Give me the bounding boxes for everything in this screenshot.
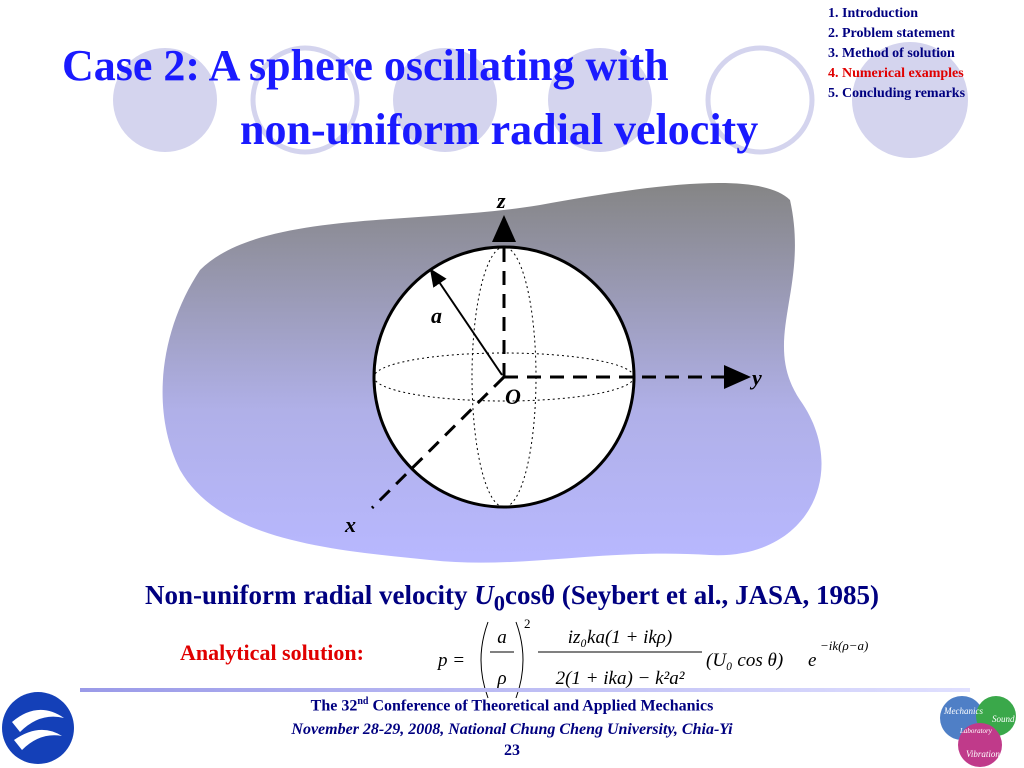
title: non-uniform radial velocity — [240, 105, 759, 154]
solution-label: Analytical solution: — [180, 640, 364, 665]
footer-text: Conference of Theoretical and Applied Me… — [368, 697, 714, 715]
footer-text: nd — [357, 696, 369, 707]
title: Case 2: A sphere oscillating with — [62, 41, 669, 90]
sphere — [370, 215, 751, 510]
left-logo — [2, 692, 74, 764]
logo-text: Mechanics — [943, 706, 983, 716]
formula-lhs: p = — [436, 650, 465, 671]
formula-part: 2(1 + ika) − k²a² — [556, 668, 685, 689]
nav-item: 5. Concluding remarks — [828, 86, 966, 101]
radius-label: a — [431, 303, 442, 328]
outline-nav: 1. Introduction 2. Problem statement 3. … — [828, 4, 965, 104]
formula: p = a ρ 2 iz₀ka(1 + ikρ) 2(1 + ika) − k²… — [436, 616, 868, 699]
caption-symbol: U — [474, 580, 494, 610]
origin-label: O — [505, 384, 521, 409]
logo-text: Laboratory — [959, 727, 993, 735]
caption-subscript: 0 — [493, 590, 505, 616]
logo-text: Vibration — [966, 749, 1000, 759]
nav-item: 3. Method of solution — [828, 46, 955, 61]
caption-text: Non-uniform radial velocity — [144, 580, 475, 610]
nav-item: 2. Problem statement — [828, 26, 955, 41]
footer-text: The 32 — [310, 697, 358, 715]
formula-part: e — [808, 650, 816, 671]
page-number: 23 — [504, 742, 520, 759]
axis-label: y — [749, 365, 762, 390]
axis-label: x — [344, 512, 356, 537]
footer-line: The 32nd Conference of Theoretical and A… — [0, 696, 1024, 715]
axis-label: z — [496, 188, 506, 213]
formula-part: ρ — [496, 668, 506, 689]
footer-line: November 28-29, 2008, National Chung Che… — [291, 721, 733, 738]
decor-circles — [113, 42, 968, 158]
right-logo: Mechanics Sound Laboratory Vibration — [940, 696, 1016, 767]
formula-part: −ik(ρ−a) — [820, 638, 868, 653]
nav-item: 1. Introduction — [828, 6, 918, 21]
nav-item: 4. Numerical examples — [828, 66, 964, 81]
logo-text: Sound — [992, 714, 1015, 724]
formula-part: a — [497, 627, 507, 648]
formula-part: (U₀ cos θ) — [706, 650, 783, 671]
formula-part: iz₀ka(1 + ikρ) — [568, 627, 673, 648]
caption-text: cosθ (Seybert et al., JASA, 1985) — [504, 580, 880, 610]
footer-rule — [80, 688, 970, 692]
formula-part: 2 — [524, 616, 531, 631]
caption: Non-uniform radial velocity U0cosθ (Seyb… — [0, 580, 1024, 616]
